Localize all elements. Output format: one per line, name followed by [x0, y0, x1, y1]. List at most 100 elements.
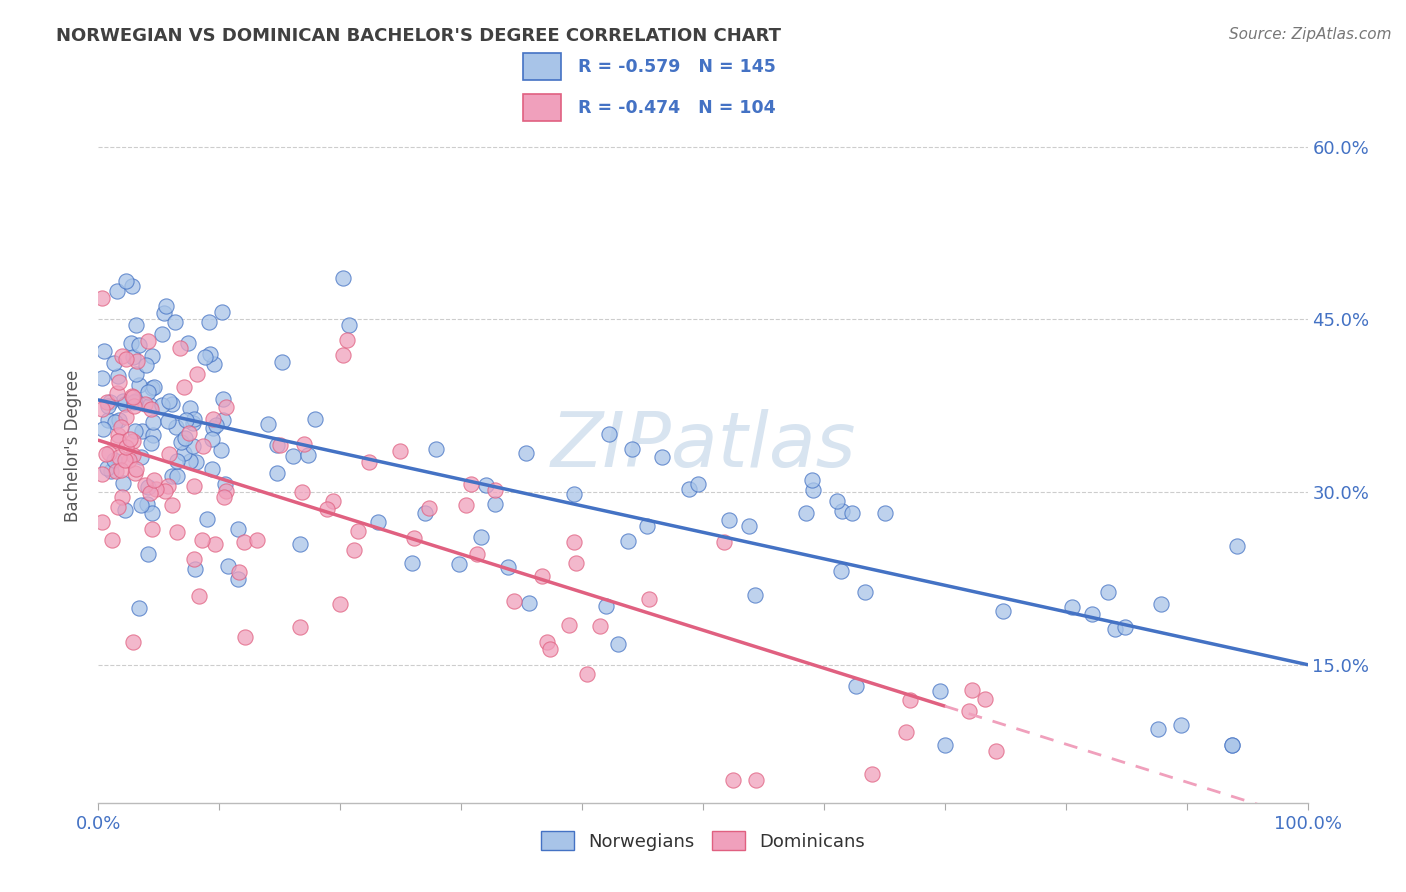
Point: [91, 421, 114, 435]
Point: [103, 453, 125, 467]
Point: [332, 348, 354, 362]
Point: [118, 452, 141, 467]
Point: [329, 597, 352, 611]
Point: [651, 450, 673, 465]
Point: [460, 477, 482, 491]
Point: [121, 390, 143, 404]
Point: [142, 415, 165, 429]
Point: [114, 397, 136, 411]
Point: [723, 772, 745, 787]
Point: [91, 402, 114, 417]
Point: [233, 630, 256, 644]
Point: [1220, 738, 1243, 752]
Point: [359, 455, 381, 469]
Point: [150, 326, 173, 341]
Point: [173, 380, 195, 394]
Point: [128, 338, 150, 352]
Point: [156, 479, 179, 493]
Point: [800, 473, 823, 487]
Point: [183, 411, 205, 425]
Point: [184, 561, 207, 575]
Point: [713, 535, 735, 549]
Point: [531, 569, 554, 583]
Point: [141, 349, 163, 363]
Point: [198, 315, 221, 329]
Point: [316, 502, 339, 516]
Point: [143, 473, 166, 487]
Point: [96, 461, 118, 475]
Point: [184, 454, 207, 468]
Point: [141, 381, 163, 395]
Point: [173, 446, 195, 460]
Point: [269, 438, 291, 452]
Point: [607, 637, 630, 651]
Point: [232, 534, 254, 549]
Point: [160, 498, 183, 512]
Point: [125, 353, 148, 368]
Point: [108, 450, 131, 464]
Text: ZIPatlas: ZIPatlas: [550, 409, 856, 483]
Point: [124, 466, 146, 480]
Point: [157, 394, 180, 409]
Point: [174, 413, 197, 427]
Point: [160, 397, 183, 411]
Point: [187, 590, 209, 604]
Point: [1220, 738, 1243, 752]
Point: [115, 274, 138, 288]
Point: [125, 462, 148, 476]
Point: [465, 547, 488, 561]
Point: [156, 414, 179, 428]
Point: [98, 394, 121, 409]
Point: [186, 367, 208, 381]
Point: [134, 397, 156, 411]
Point: [183, 479, 205, 493]
Point: [290, 620, 312, 634]
Point: [873, 506, 896, 520]
Point: [108, 376, 131, 390]
Point: [112, 393, 135, 408]
Y-axis label: Bachelor's Degree: Bachelor's Degree: [65, 370, 83, 522]
Point: [166, 525, 188, 540]
Point: [565, 556, 588, 570]
Point: [215, 483, 238, 498]
Point: [134, 478, 156, 492]
Point: [121, 279, 143, 293]
Point: [1170, 718, 1192, 732]
Point: [177, 335, 200, 350]
Point: [91, 291, 114, 305]
Point: [155, 299, 177, 313]
Point: [536, 635, 558, 649]
Point: [105, 464, 128, 478]
Point: [226, 523, 249, 537]
Point: [1225, 539, 1247, 553]
Point: [447, 557, 470, 571]
Point: [122, 394, 145, 409]
Point: [114, 410, 136, 425]
Point: [347, 524, 370, 538]
Point: [105, 284, 128, 298]
Point: [115, 352, 138, 367]
Point: [141, 506, 163, 520]
Bar: [523, 94, 561, 120]
Point: [124, 399, 146, 413]
Point: [124, 394, 146, 409]
Point: [291, 485, 314, 500]
Point: [256, 417, 278, 432]
Point: [128, 600, 150, 615]
Point: [484, 497, 506, 511]
Point: [153, 483, 176, 498]
Point: [183, 552, 205, 566]
Point: [226, 572, 249, 586]
Point: [179, 401, 201, 415]
Point: [934, 738, 956, 752]
Point: [139, 435, 162, 450]
Point: [212, 413, 235, 427]
Point: [121, 388, 143, 402]
Point: [503, 594, 526, 608]
Point: [115, 440, 138, 454]
Point: [343, 543, 366, 558]
Point: [141, 402, 163, 417]
Point: [332, 271, 354, 285]
Point: [201, 461, 224, 475]
Point: [616, 534, 638, 549]
